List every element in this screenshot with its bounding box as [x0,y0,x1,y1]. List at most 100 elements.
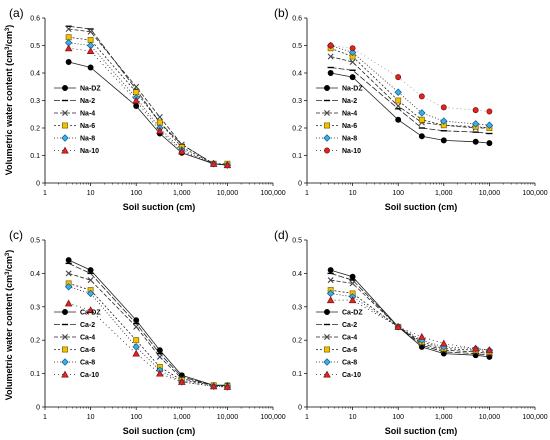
chart-panel: 0 0.1 0.2 0.3 0.4 0.5 0.6 1 10 100 1,000 10,000 100,… [274,6,548,212]
legend-label: Ca-DZ [80,310,101,317]
legend-marker [62,110,68,116]
data-point [394,88,402,96]
data-point [86,47,95,54]
data-point [349,45,356,52]
legend-marker [324,309,330,315]
data-point [87,64,94,71]
legend-marker [324,110,330,116]
x-tick-label: 1,000 [435,414,453,421]
data-point [133,317,140,324]
legend-label: Ca-6 [80,347,95,354]
y-tick-label: 0 [36,405,40,412]
y-tick-label: 0.2 [30,126,40,133]
legend-marker [62,85,68,91]
legend-marker [61,370,69,378]
y-tick-label: 0.4 [30,271,40,278]
x-tick-label: 1 [305,414,309,421]
data-point [86,306,95,314]
legend-marker [323,134,331,142]
x-tick-label: 10 [349,190,357,197]
legend-label: Na-4 [80,111,95,118]
y-tick-label: 0.1 [30,371,40,378]
legend-marker [62,334,68,340]
x-tick-label: 10,000 [217,414,239,421]
panel-label: (a) [9,6,24,20]
legend-marker [324,85,330,91]
x-axis-label: Soil suction (cm) [385,426,458,436]
data-point [156,347,163,354]
data-point [348,48,357,57]
legend-marker [323,358,331,366]
y-tick-label: 0 [298,181,302,188]
legend-marker [324,122,330,129]
legend-label: Na-8 [80,136,95,143]
chart-panel: 0 0.1 0.2 0.3 0.4 0.5 1 10 100 1,000 10,000 100,000… [4,228,286,436]
y-axis-label: Volumetric water content (cm3/cm3) [4,25,14,176]
legend-marker [61,146,69,154]
x-tick-label: 100 [392,190,404,197]
data-point [327,277,334,284]
data-point [472,138,479,145]
x-tick-label: 100,000 [260,190,285,197]
data-point [485,121,494,129]
legend-marker [324,346,330,353]
y-tick-label: 0.6 [292,16,302,23]
legend-marker [324,334,330,340]
legend-label: Na-6 [342,123,357,130]
data-point [349,59,356,65]
x-tick-label: 1,000 [435,190,453,197]
y-tick-label: 0.1 [292,153,302,160]
legend-label: Na-10 [342,148,361,155]
x-tick-label: 1,000 [173,414,191,421]
data-point [327,53,334,60]
legend-marker [62,122,68,129]
data-point [349,280,356,287]
data-point [86,289,95,298]
legend-marker [62,309,68,315]
data-point [471,344,480,352]
x-tick-label: 100,000 [522,190,547,197]
legend-label: Ca-2 [342,322,357,329]
data-point [485,346,494,354]
legend-label: Ca-10 [80,372,99,379]
legend-label: Na-2 [80,98,95,105]
y-tick-label: 0.1 [30,153,40,160]
legend-label: Na-8 [342,136,357,143]
y-tick-label: 0.3 [292,98,302,105]
y-tick-label: 0.3 [30,98,40,105]
legend-label: Ca-4 [80,335,95,342]
panel-label: (c) [9,228,23,242]
y-tick-label: 0.2 [292,338,302,345]
legend-marker [62,346,68,353]
y-tick-label: 0.1 [292,371,302,378]
legend-label: Na-4 [342,111,357,118]
data-point [209,159,218,167]
legend-marker [324,147,330,154]
data-point [156,353,163,360]
data-point [178,378,186,385]
x-axis-label: Soil suction (cm) [385,202,458,212]
data-point [486,140,493,147]
data-point [327,267,334,274]
y-tick-label: 0.4 [30,71,40,78]
series-line [330,72,490,144]
x-tick-label: 1,000 [173,190,191,197]
panel-label: (b) [274,6,289,20]
data-point [156,369,164,377]
data-point [471,120,480,128]
series-line [330,289,490,353]
x-tick-label: 10 [349,414,357,421]
data-point [133,323,140,330]
data-point [440,339,448,347]
x-tick-label: 10,000 [479,414,501,421]
legend-label: Ca-8 [80,360,95,367]
y-tick-label: 0 [298,405,302,412]
x-axis-label: Soil suction (cm) [123,426,196,436]
legend-label: Na-DZ [342,86,363,93]
x-tick-label: 100,000 [522,414,547,421]
x-tick-label: 100 [130,414,142,421]
x-tick-label: 10,000 [217,190,239,197]
data-point [418,116,425,123]
data-point [327,42,334,49]
